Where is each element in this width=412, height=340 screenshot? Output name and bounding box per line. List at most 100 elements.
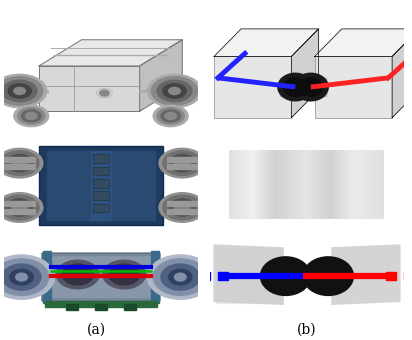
Circle shape — [56, 260, 99, 289]
Circle shape — [12, 203, 27, 212]
Text: (a): (a) — [87, 323, 106, 337]
Circle shape — [153, 105, 188, 127]
Bar — [4, 164, 35, 169]
Bar — [93, 191, 109, 200]
Bar — [39, 146, 163, 225]
Bar — [4, 209, 35, 214]
Circle shape — [278, 73, 313, 101]
Circle shape — [14, 105, 49, 127]
Circle shape — [147, 74, 201, 107]
Bar — [200, 272, 210, 280]
Circle shape — [159, 148, 206, 178]
Circle shape — [169, 199, 196, 216]
Circle shape — [18, 107, 45, 124]
Circle shape — [0, 148, 43, 178]
Circle shape — [299, 78, 323, 96]
Circle shape — [0, 193, 43, 222]
Polygon shape — [39, 40, 182, 66]
Bar — [167, 164, 198, 169]
Polygon shape — [291, 29, 318, 118]
Bar — [93, 167, 109, 175]
Circle shape — [165, 112, 176, 120]
Circle shape — [0, 195, 39, 220]
Circle shape — [0, 259, 49, 295]
Circle shape — [0, 255, 54, 299]
Polygon shape — [392, 29, 412, 118]
Circle shape — [2, 80, 37, 102]
Polygon shape — [330, 245, 400, 304]
Circle shape — [12, 158, 27, 168]
FancyBboxPatch shape — [42, 253, 160, 301]
Bar — [386, 272, 396, 280]
Circle shape — [163, 151, 201, 175]
Circle shape — [10, 269, 33, 285]
Circle shape — [163, 84, 186, 98]
Circle shape — [0, 77, 43, 105]
Polygon shape — [315, 78, 326, 96]
Circle shape — [163, 195, 201, 220]
Circle shape — [0, 151, 39, 175]
Circle shape — [175, 273, 186, 281]
Bar — [39, 66, 140, 111]
Circle shape — [169, 269, 192, 285]
Bar — [151, 251, 159, 303]
Bar — [163, 159, 198, 167]
Circle shape — [151, 77, 198, 105]
Polygon shape — [140, 40, 182, 111]
Circle shape — [303, 257, 353, 295]
Circle shape — [14, 87, 26, 95]
Bar — [47, 151, 155, 220]
Circle shape — [62, 264, 93, 285]
Bar — [167, 209, 198, 214]
Bar — [4, 157, 35, 162]
Bar — [163, 204, 198, 211]
Circle shape — [284, 78, 307, 96]
Circle shape — [8, 84, 31, 98]
Bar — [4, 159, 39, 167]
Bar — [66, 305, 78, 310]
Bar — [4, 201, 35, 206]
Bar — [93, 204, 109, 212]
Circle shape — [293, 73, 328, 101]
Bar — [284, 242, 330, 307]
Circle shape — [169, 87, 180, 95]
Circle shape — [109, 264, 140, 285]
Polygon shape — [315, 29, 412, 56]
Circle shape — [175, 158, 190, 168]
Circle shape — [161, 264, 200, 290]
Circle shape — [169, 154, 196, 172]
Bar — [315, 56, 392, 118]
Circle shape — [103, 260, 145, 289]
Bar — [93, 154, 109, 163]
Circle shape — [147, 255, 213, 299]
Circle shape — [157, 80, 192, 102]
Bar — [95, 305, 107, 310]
Bar — [214, 56, 291, 118]
Bar — [91, 151, 110, 220]
Bar — [93, 179, 109, 188]
Circle shape — [153, 259, 207, 295]
Polygon shape — [214, 245, 284, 304]
Circle shape — [175, 203, 190, 212]
Bar — [167, 157, 198, 162]
Bar — [216, 248, 282, 303]
Bar — [218, 272, 227, 280]
Polygon shape — [280, 78, 291, 96]
Circle shape — [6, 199, 33, 216]
Circle shape — [159, 193, 206, 222]
Bar — [167, 201, 198, 206]
Circle shape — [2, 264, 41, 290]
Bar — [124, 305, 136, 310]
Circle shape — [21, 110, 41, 122]
FancyBboxPatch shape — [48, 257, 154, 297]
Bar — [45, 301, 157, 307]
Circle shape — [100, 90, 109, 96]
Polygon shape — [214, 29, 318, 56]
Bar — [4, 204, 39, 211]
Circle shape — [26, 112, 37, 120]
Circle shape — [157, 107, 184, 124]
Circle shape — [161, 110, 180, 122]
Circle shape — [0, 74, 47, 107]
Circle shape — [260, 257, 311, 295]
Bar — [43, 251, 51, 303]
